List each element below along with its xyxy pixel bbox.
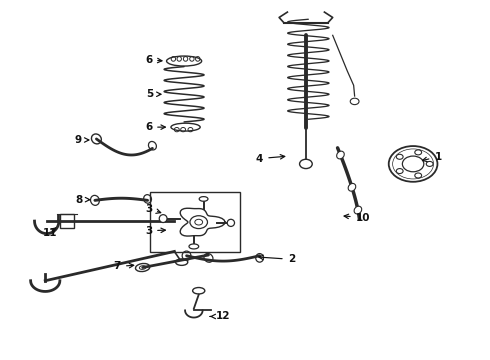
Text: 9: 9 [75,135,89,145]
Text: 1: 1 [422,152,441,162]
Text: 5: 5 [147,89,161,99]
Ellipse shape [337,151,344,159]
Text: 6: 6 [145,55,162,65]
Text: 11: 11 [43,228,57,238]
Ellipse shape [199,197,208,201]
Ellipse shape [354,206,362,214]
Circle shape [396,154,403,159]
Text: 10: 10 [344,212,370,222]
Circle shape [426,161,433,166]
Circle shape [299,159,312,168]
Circle shape [396,168,403,174]
Bar [150,192,240,252]
Text: 8: 8 [76,195,90,204]
Text: 3: 3 [145,226,166,236]
Ellipse shape [159,215,167,222]
Text: 7: 7 [114,261,134,271]
Ellipse shape [227,219,235,226]
Circle shape [415,150,421,155]
Ellipse shape [348,184,356,191]
Text: 3: 3 [145,203,161,213]
Polygon shape [180,208,225,236]
Circle shape [415,173,421,178]
Text: 2: 2 [259,254,295,264]
Text: 6: 6 [145,122,166,132]
Text: 4: 4 [256,154,285,163]
Text: 12: 12 [210,311,230,321]
Bar [60,214,74,228]
Ellipse shape [189,244,199,249]
